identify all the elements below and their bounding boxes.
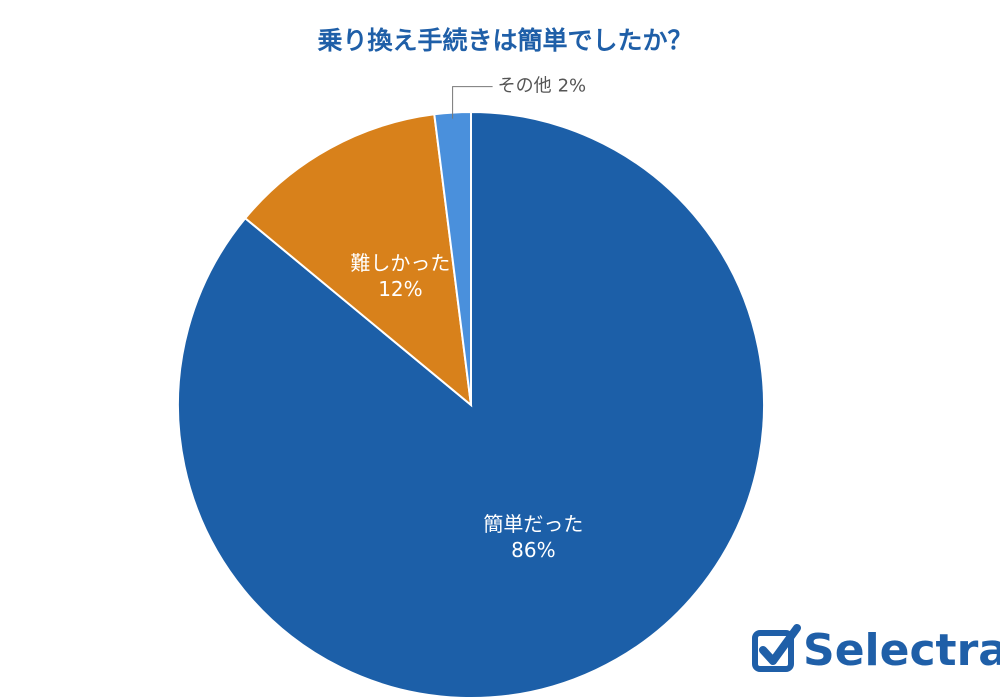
slice-category-label: その他: [498, 76, 552, 97]
slice-outside-label: その他 2%: [498, 76, 587, 97]
logo-text: Selectra: [803, 625, 1000, 676]
slice-value-label: 86%: [511, 538, 555, 562]
logo: Selectra: [752, 624, 1000, 676]
pie-slice: [243, 113, 473, 408]
logo-box: [752, 630, 794, 672]
logo-check: [759, 624, 801, 665]
pie-slice: [177, 110, 765, 699]
slice-category-label: 簡単だった: [483, 512, 583, 536]
slice-value-label: 2%: [558, 76, 587, 97]
chart-title: 乗り換え手続きは簡単でしたか？: [317, 26, 692, 55]
slice-category-label: 難しかった: [350, 251, 450, 275]
leader-line: [452, 86, 493, 119]
slice-value-label: 12%: [378, 277, 422, 301]
